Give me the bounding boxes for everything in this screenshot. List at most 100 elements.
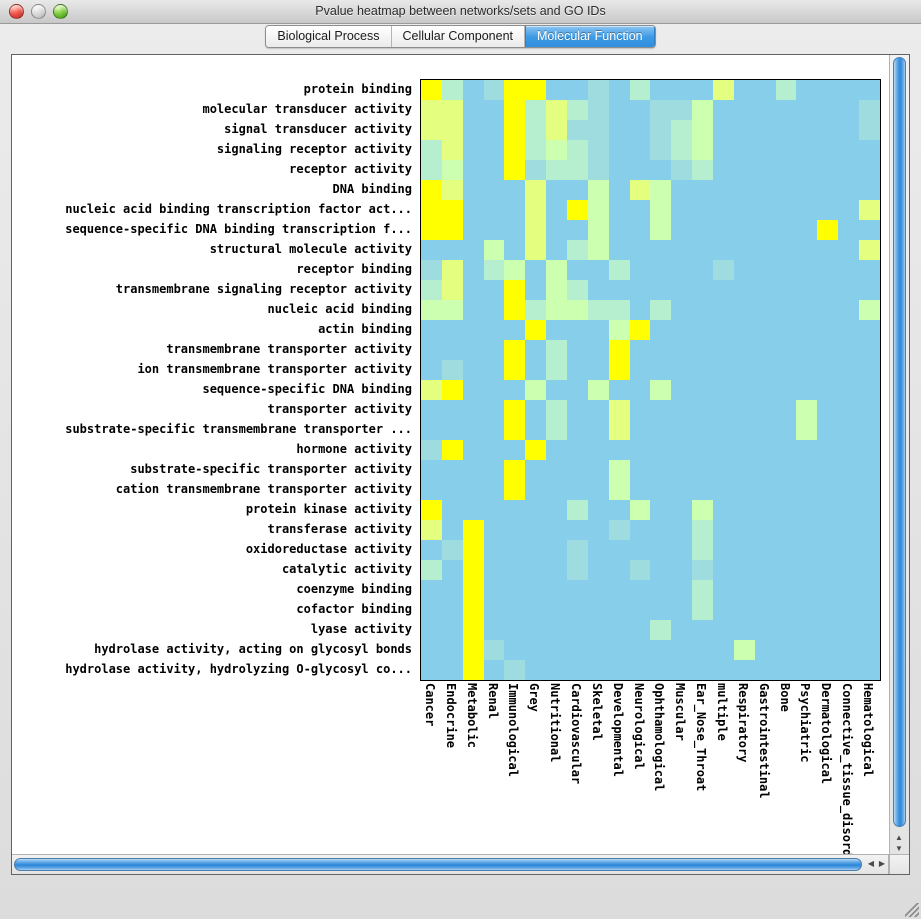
heatmap-cell[interactable]: [629, 660, 651, 680]
heatmap-cell[interactable]: [754, 460, 776, 480]
heatmap-cell[interactable]: [713, 100, 734, 120]
heatmap-cell[interactable]: [525, 300, 547, 320]
heatmap-cell[interactable]: [754, 320, 776, 340]
heatmap-cell[interactable]: [504, 240, 526, 260]
heatmap-cell[interactable]: [859, 220, 880, 240]
heatmap-cell[interactable]: [462, 180, 484, 200]
heatmap-cell[interactable]: [504, 380, 526, 400]
heatmap-cell[interactable]: [546, 640, 568, 660]
heatmap-cell[interactable]: [692, 540, 714, 560]
heatmap-cell[interactable]: [546, 260, 568, 280]
heatmap-cell[interactable]: [838, 440, 860, 460]
heatmap-cell[interactable]: [546, 580, 568, 600]
heatmap-cell[interactable]: [567, 500, 588, 520]
heatmap-cell[interactable]: [421, 540, 442, 560]
heatmap-cell[interactable]: [546, 220, 568, 240]
heatmap-cell[interactable]: [525, 640, 547, 660]
heatmap-cell[interactable]: [754, 260, 776, 280]
heatmap-cell[interactable]: [775, 520, 797, 540]
heatmap-cell[interactable]: [650, 480, 672, 500]
heatmap-cell[interactable]: [525, 100, 547, 120]
heatmap-cell[interactable]: [504, 400, 526, 420]
heatmap-cell[interactable]: [608, 180, 630, 200]
heatmap-cell[interactable]: [713, 620, 734, 640]
heatmap-cell[interactable]: [817, 120, 839, 140]
heatmap-cell[interactable]: [817, 280, 839, 300]
heatmap-cell[interactable]: [796, 660, 818, 680]
heatmap-cell[interactable]: [859, 400, 880, 420]
heatmap-cell[interactable]: [504, 420, 526, 440]
heatmap-cell[interactable]: [587, 80, 609, 100]
heatmap-cell[interactable]: [692, 440, 714, 460]
heatmap-cell[interactable]: [462, 160, 484, 180]
heatmap-cell[interactable]: [796, 380, 818, 400]
heatmap-cell[interactable]: [838, 80, 860, 100]
heatmap-cell[interactable]: [567, 380, 588, 400]
heatmap-cell[interactable]: [525, 120, 547, 140]
heatmap-cell[interactable]: [817, 600, 839, 620]
heatmap-cell[interactable]: [587, 520, 609, 540]
heatmap-cell[interactable]: [817, 540, 839, 560]
heatmap-cell[interactable]: [817, 500, 839, 520]
heatmap-cell[interactable]: [504, 100, 526, 120]
heatmap-cell[interactable]: [546, 600, 568, 620]
heatmap-cell[interactable]: [754, 140, 776, 160]
heatmap-cell[interactable]: [650, 520, 672, 540]
heatmap-cell[interactable]: [629, 360, 651, 380]
heatmap-cell[interactable]: [462, 600, 484, 620]
heatmap-cell[interactable]: [608, 220, 630, 240]
heatmap-cell[interactable]: [608, 100, 630, 120]
heatmap-cell[interactable]: [546, 200, 568, 220]
heatmap-cell[interactable]: [796, 180, 818, 200]
heatmap-cell[interactable]: [733, 420, 755, 440]
heatmap-cell[interactable]: [671, 220, 693, 240]
heatmap-cell[interactable]: [733, 340, 755, 360]
heatmap-cell[interactable]: [421, 520, 442, 540]
heatmap-cell[interactable]: [775, 420, 797, 440]
resize-grip-icon[interactable]: [905, 903, 919, 917]
heatmap-cell[interactable]: [483, 120, 505, 140]
heatmap-cell[interactable]: [692, 140, 714, 160]
heatmap-cell[interactable]: [817, 380, 839, 400]
heatmap-cell[interactable]: [859, 140, 880, 160]
heatmap-cell[interactable]: [754, 180, 776, 200]
heatmap-cell[interactable]: [796, 580, 818, 600]
heatmap-cell[interactable]: [421, 500, 442, 520]
heatmap-cell[interactable]: [671, 340, 693, 360]
heatmap-cell[interactable]: [754, 340, 776, 360]
heatmap-cell[interactable]: [817, 140, 839, 160]
heatmap-cell[interactable]: [713, 120, 734, 140]
heatmap-cell[interactable]: [796, 500, 818, 520]
heatmap-cell[interactable]: [462, 340, 484, 360]
heatmap-cell[interactable]: [441, 400, 463, 420]
scroll-right-icon[interactable]: ▶: [878, 859, 886, 868]
heatmap-cell[interactable]: [754, 420, 776, 440]
heatmap-cell[interactable]: [525, 580, 547, 600]
heatmap-cell[interactable]: [859, 560, 880, 580]
heatmap-cell[interactable]: [817, 220, 839, 240]
heatmap-cell[interactable]: [838, 360, 860, 380]
heatmap-cell[interactable]: [754, 120, 776, 140]
heatmap-cell[interactable]: [838, 340, 860, 360]
heatmap-cell[interactable]: [462, 220, 484, 240]
heatmap-cell[interactable]: [546, 160, 568, 180]
heatmap-cell[interactable]: [817, 460, 839, 480]
heatmap-cell[interactable]: [441, 280, 463, 300]
vertical-scrollbar-thumb[interactable]: [893, 57, 906, 827]
heatmap-cell[interactable]: [796, 140, 818, 160]
heatmap-cell[interactable]: [462, 320, 484, 340]
heatmap-cell[interactable]: [775, 660, 797, 680]
heatmap-cell[interactable]: [629, 500, 651, 520]
heatmap-cell[interactable]: [546, 120, 568, 140]
heatmap-cell[interactable]: [796, 240, 818, 260]
heatmap-cell[interactable]: [504, 360, 526, 380]
heatmap-cell[interactable]: [859, 100, 880, 120]
heatmap-cell[interactable]: [671, 520, 693, 540]
heatmap-cell[interactable]: [441, 180, 463, 200]
heatmap-cell[interactable]: [713, 220, 734, 240]
heatmap-cell[interactable]: [462, 120, 484, 140]
heatmap-cell[interactable]: [775, 360, 797, 380]
heatmap-cell[interactable]: [671, 560, 693, 580]
heatmap-cell[interactable]: [421, 100, 442, 120]
heatmap-cell[interactable]: [775, 180, 797, 200]
